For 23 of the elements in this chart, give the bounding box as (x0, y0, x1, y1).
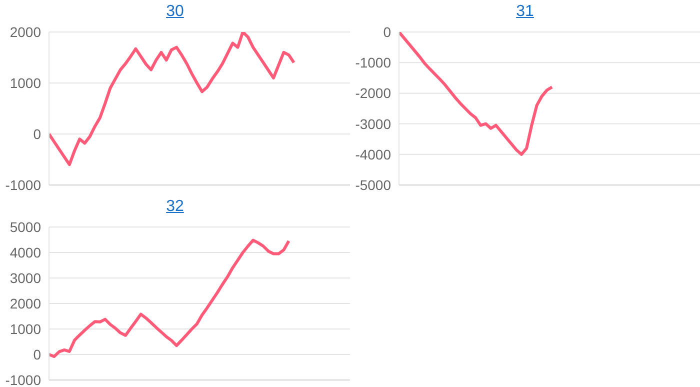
line-series (49, 32, 296, 166)
chart-title: 32 (166, 198, 184, 215)
y-tick-label: 0 (33, 126, 42, 142)
y-tick-label: 1000 (10, 320, 42, 337)
y-tick-label: -2000 (355, 85, 392, 102)
chart-title: 30 (166, 3, 184, 20)
y-tick-label: -1000 (5, 372, 42, 387)
y-tick-label: 1000 (10, 74, 42, 91)
y-tick-label: 0 (383, 24, 392, 40)
y-tick-label: 0 (33, 346, 42, 362)
y-tick-label: -4000 (355, 146, 392, 162)
y-tick-label: -1000 (355, 54, 392, 71)
line-series (49, 238, 290, 358)
y-tick-label: 4000 (10, 244, 42, 260)
y-tick-label: -1000 (5, 176, 42, 193)
y-tick-label: 5000 (10, 218, 42, 235)
y-tick-label: 2000 (10, 24, 42, 40)
y-tick-label: -3000 (355, 116, 392, 132)
y-tick-label: 2000 (10, 295, 42, 312)
y-tick-label: 3000 (10, 270, 42, 286)
y-tick-label: -5000 (355, 176, 392, 193)
line-series (399, 32, 554, 156)
chart-title: 31 (516, 3, 534, 20)
